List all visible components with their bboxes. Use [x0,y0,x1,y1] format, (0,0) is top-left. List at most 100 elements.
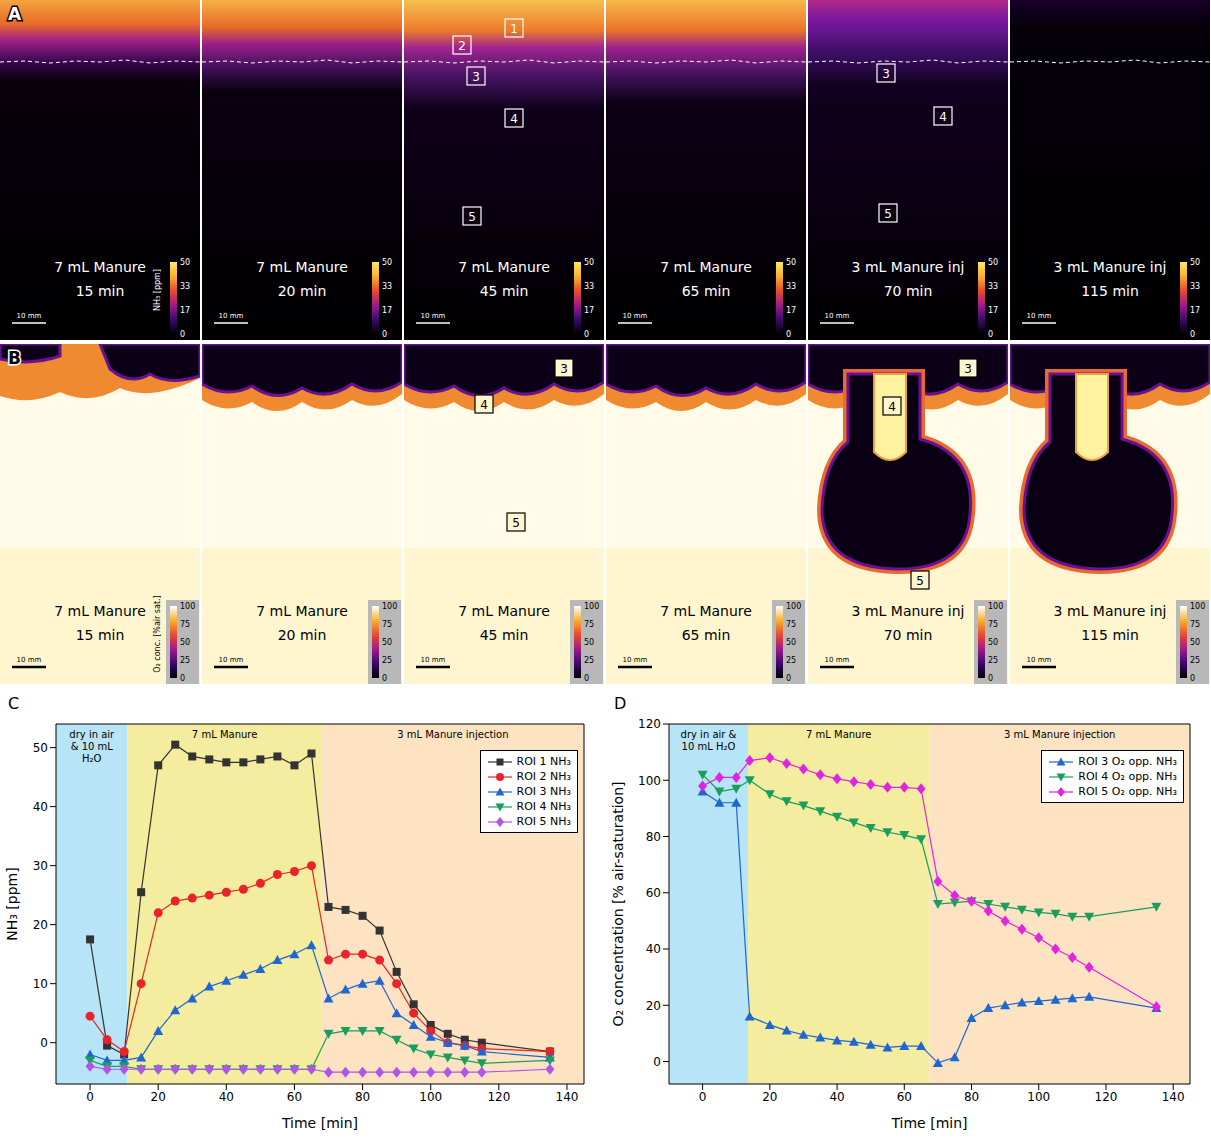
svg-text:20: 20 [151,1090,166,1104]
svg-text:4: 4 [939,110,947,124]
svg-text:75: 75 [382,620,392,629]
svg-text:115 min: 115 min [1081,283,1139,299]
svg-text:75: 75 [786,620,796,629]
svg-text:50: 50 [1190,638,1200,647]
svg-text:100: 100 [419,1090,442,1104]
svg-text:17: 17 [988,306,998,315]
svg-text:33: 33 [180,282,190,291]
svg-text:0: 0 [180,674,185,683]
svg-text:10 mm: 10 mm [17,312,42,320]
svg-text:70 min: 70 min [884,627,933,643]
svg-text:25: 25 [180,656,190,665]
svg-text:7 mL Manure: 7 mL Manure [192,729,258,740]
svg-text:40: 40 [33,800,48,814]
svg-text:15 min: 15 min [76,283,125,299]
svg-text:20 min: 20 min [278,627,327,643]
svg-text:10 mm: 10 mm [623,312,648,320]
svg-text:0: 0 [40,1036,48,1050]
svg-text:0: 0 [180,330,185,339]
svg-text:10 mm: 10 mm [623,656,648,664]
svg-text:100: 100 [180,602,195,611]
svg-text:50: 50 [786,638,796,647]
svg-text:60: 60 [287,1090,302,1104]
svg-text:33: 33 [1190,282,1200,291]
svg-text:50: 50 [786,258,796,267]
svg-text:15 min: 15 min [76,627,125,643]
svg-text:B: B [8,348,21,368]
svg-text:3 mL Manure injection: 3 mL Manure injection [1004,729,1115,740]
svg-text:O₂ concentration [% air-satura: O₂ concentration [% air-saturation] [610,782,626,1027]
svg-text:50: 50 [180,258,190,267]
svg-text:17: 17 [1190,306,1200,315]
svg-text:50: 50 [988,258,998,267]
svg-text:4: 4 [480,398,488,412]
svg-text:60: 60 [646,886,661,900]
svg-text:120: 120 [1095,1090,1118,1104]
svg-text:7 mL Manure: 7 mL Manure [806,729,872,740]
svg-text:65 min: 65 min [682,283,731,299]
svg-text:10 mm: 10 mm [421,656,446,664]
svg-text:25: 25 [584,656,594,665]
svg-text:25: 25 [1190,656,1200,665]
svg-text:5: 5 [468,210,476,224]
svg-text:1: 1 [510,22,518,36]
svg-text:75: 75 [988,620,998,629]
svg-text:0: 0 [584,674,589,683]
svg-text:50: 50 [180,638,190,647]
svg-text:75: 75 [1190,620,1200,629]
svg-text:10 mm: 10 mm [17,656,42,664]
svg-text:25: 25 [786,656,796,665]
svg-text:50: 50 [1190,258,1200,267]
svg-text:0: 0 [786,674,791,683]
svg-text:3: 3 [882,67,890,81]
svg-text:7 mL Manure: 7 mL Manure [458,603,550,619]
svg-text:0: 0 [988,330,993,339]
svg-text:20 min: 20 min [278,283,327,299]
svg-text:100: 100 [584,602,599,611]
svg-text:50: 50 [584,258,594,267]
svg-text:3: 3 [964,362,972,376]
svg-text:10: 10 [33,977,48,991]
svg-text:20: 20 [646,999,661,1013]
svg-text:0: 0 [86,1090,94,1104]
svg-text:10 mm: 10 mm [825,312,850,320]
svg-text:NH₃ [ppm]: NH₃ [ppm] [4,867,20,940]
svg-text:75: 75 [584,620,594,629]
svg-text:40: 40 [829,1090,844,1104]
svg-text:100: 100 [988,602,1003,611]
svg-text:20: 20 [762,1090,777,1104]
svg-text:7 mL Manure: 7 mL Manure [256,259,348,275]
svg-text:50: 50 [382,258,392,267]
svg-text:dry in air &10 mL H₂O: dry in air &10 mL H₂O [681,729,737,752]
svg-text:100: 100 [1190,602,1205,611]
svg-text:70 min: 70 min [884,283,933,299]
svg-text:0: 0 [382,330,387,339]
svg-text:3 mL Manure inj: 3 mL Manure inj [852,259,965,275]
svg-text:25: 25 [988,656,998,665]
svg-text:17: 17 [180,306,190,315]
svg-text:4: 4 [510,112,518,126]
svg-text:25: 25 [382,656,392,665]
svg-text:120: 120 [638,717,661,731]
svg-text:10 mm: 10 mm [219,312,244,320]
svg-text:5: 5 [512,516,520,530]
svg-text:33: 33 [382,282,392,291]
svg-text:5: 5 [884,207,892,221]
svg-text:115 min: 115 min [1081,627,1139,643]
svg-text:17: 17 [382,306,392,315]
svg-text:3 mL Manure inj: 3 mL Manure inj [852,603,965,619]
svg-text:2: 2 [458,39,466,53]
svg-text:33: 33 [988,282,998,291]
svg-text:40: 40 [646,942,661,956]
svg-text:33: 33 [584,282,594,291]
svg-text:dry in air& 10 mLH₂O: dry in air& 10 mLH₂O [69,729,115,764]
svg-text:10 mm: 10 mm [1027,656,1052,664]
svg-text:3 mL Manure inj: 3 mL Manure inj [1054,259,1167,275]
svg-text:7 mL Manure: 7 mL Manure [660,259,752,275]
svg-text:100: 100 [638,774,661,788]
svg-text:10 mm: 10 mm [421,312,446,320]
svg-text:140: 140 [1162,1090,1185,1104]
svg-text:100: 100 [1027,1090,1050,1104]
svg-text:65 min: 65 min [682,627,731,643]
svg-text:80: 80 [646,830,661,844]
